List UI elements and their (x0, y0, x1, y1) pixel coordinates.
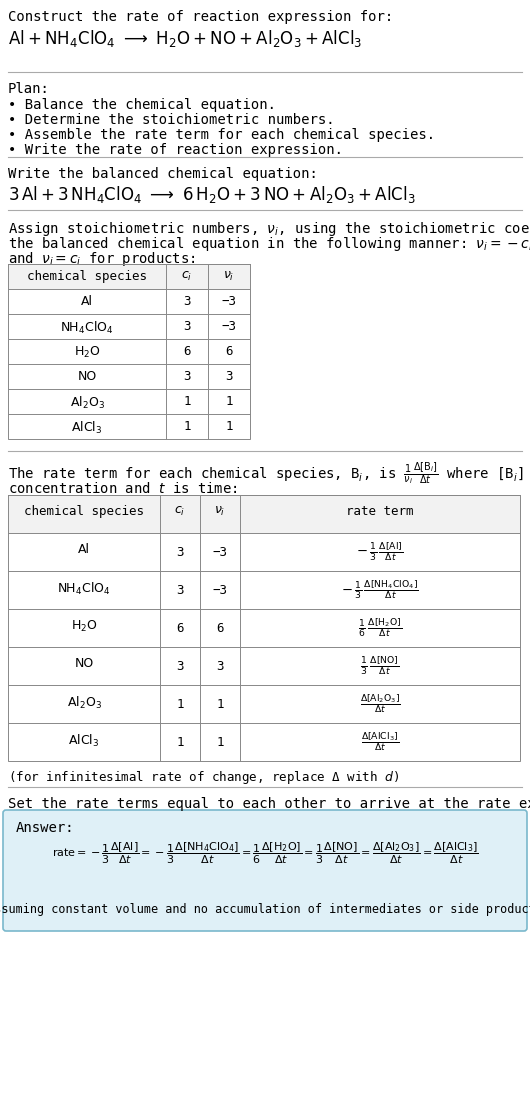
Text: NO: NO (74, 657, 94, 671)
Text: rate term: rate term (346, 505, 414, 518)
Text: −3: −3 (213, 546, 227, 558)
Text: 3: 3 (216, 659, 224, 673)
Text: NO: NO (77, 370, 96, 383)
Text: • Write the rate of reaction expression.: • Write the rate of reaction expression. (8, 143, 343, 157)
Bar (8, 264, 250, 289)
Text: Construct the rate of reaction expression for:: Construct the rate of reaction expressio… (8, 10, 393, 24)
Text: NH$_4$ClO$_4$: NH$_4$ClO$_4$ (57, 580, 111, 597)
Text: NH$_4$ClO$_4$: NH$_4$ClO$_4$ (60, 320, 114, 336)
Text: 3: 3 (176, 659, 184, 673)
Text: 1: 1 (183, 395, 191, 408)
Text: 6: 6 (216, 622, 224, 635)
Text: $-\,\frac{1}{3}\,\frac{\Delta[\mathrm{NH_4ClO_4}]}{\Delta t}$: $-\,\frac{1}{3}\,\frac{\Delta[\mathrm{NH… (341, 578, 419, 602)
Text: H$_2$O: H$_2$O (74, 345, 100, 360)
Text: $c_i$: $c_i$ (174, 505, 186, 518)
Text: $-\,\frac{1}{3}\,\frac{\Delta[\mathrm{Al}]}{\Delta t}$: $-\,\frac{1}{3}\,\frac{\Delta[\mathrm{Al… (356, 540, 404, 563)
Text: chemical species: chemical species (27, 270, 147, 282)
Text: $\frac{1}{6}\,\frac{\Delta[\mathrm{H_2O}]}{\Delta t}$: $\frac{1}{6}\,\frac{\Delta[\mathrm{H_2O}… (358, 616, 402, 639)
Text: $\mathrm{Al} + \mathrm{NH_4ClO_4}\ \longrightarrow\ \mathrm{H_2O} + \mathrm{NO} : $\mathrm{Al} + \mathrm{NH_4ClO_4}\ \long… (8, 28, 363, 49)
Text: 3: 3 (183, 320, 191, 332)
Text: 1: 1 (176, 735, 184, 748)
Text: −3: −3 (213, 584, 227, 596)
Text: Assign stoichiometric numbers, $\nu_i$, using the stoichiometric coefficients, $: Assign stoichiometric numbers, $\nu_i$, … (8, 220, 530, 238)
Text: 6: 6 (176, 622, 184, 635)
Text: Answer:: Answer: (16, 821, 75, 835)
Text: $\frac{\Delta[\mathrm{AlCl_3}]}{\Delta t}$: $\frac{\Delta[\mathrm{AlCl_3}]}{\Delta t… (361, 731, 399, 754)
Text: 3: 3 (176, 546, 184, 558)
Text: $\frac{1}{3}\,\frac{\Delta[\mathrm{NO}]}{\Delta t}$: $\frac{1}{3}\,\frac{\Delta[\mathrm{NO}]}… (360, 655, 400, 677)
FancyBboxPatch shape (3, 810, 527, 931)
Text: Set the rate terms equal to each other to arrive at the rate expression:: Set the rate terms equal to each other t… (8, 797, 530, 811)
Text: (for infinitesimal rate of change, replace Δ with $d$): (for infinitesimal rate of change, repla… (8, 770, 399, 786)
Text: $\nu_i$: $\nu_i$ (223, 270, 235, 284)
Text: $3\,\mathrm{Al} + 3\,\mathrm{NH_4ClO_4}\ \longrightarrow\ 6\,\mathrm{H_2O} + 3\,: $3\,\mathrm{Al} + 3\,\mathrm{NH_4ClO_4}\… (8, 183, 416, 205)
Text: Al: Al (81, 295, 93, 308)
Text: 3: 3 (183, 295, 191, 308)
Text: AlCl$_3$: AlCl$_3$ (68, 733, 100, 749)
Text: AlCl$_3$: AlCl$_3$ (72, 420, 103, 436)
Text: 1: 1 (183, 420, 191, 433)
Text: Al: Al (78, 543, 90, 556)
Bar (8, 495, 520, 533)
Text: Al$_2$O$_3$: Al$_2$O$_3$ (67, 695, 101, 711)
Text: −3: −3 (222, 295, 236, 308)
Text: chemical species: chemical species (24, 505, 144, 518)
Text: Al$_2$O$_3$: Al$_2$O$_3$ (69, 395, 104, 411)
Text: $\nu_i$: $\nu_i$ (214, 505, 226, 518)
Text: −3: −3 (222, 320, 236, 332)
Text: $c_i$: $c_i$ (181, 270, 192, 284)
Text: concentration and $t$ is time:: concentration and $t$ is time: (8, 481, 237, 496)
Text: 3: 3 (225, 370, 233, 383)
Text: 1: 1 (225, 395, 233, 408)
Text: • Balance the chemical equation.: • Balance the chemical equation. (8, 98, 276, 112)
Text: The rate term for each chemical species, B$_i$, is $\frac{1}{\nu_i}\frac{\Delta[: The rate term for each chemical species,… (8, 461, 530, 487)
Text: H$_2$O: H$_2$O (70, 619, 98, 634)
Text: 1: 1 (225, 420, 233, 433)
Bar (8, 495, 520, 761)
Text: 1: 1 (216, 697, 224, 711)
Text: Write the balanced chemical equation:: Write the balanced chemical equation: (8, 167, 318, 181)
Text: 3: 3 (176, 584, 184, 596)
Text: $\frac{\Delta[\mathrm{Al_2O_3}]}{\Delta t}$: $\frac{\Delta[\mathrm{Al_2O_3}]}{\Delta … (360, 693, 400, 715)
Text: Plan:: Plan: (8, 82, 50, 96)
Text: $\mathrm{rate} = -\dfrac{1}{3}\dfrac{\Delta[\mathrm{Al}]}{\Delta t} = -\dfrac{1}: $\mathrm{rate} = -\dfrac{1}{3}\dfrac{\De… (51, 841, 479, 866)
Text: the balanced chemical equation in the following manner: $\nu_i = -c_i$ for react: the balanced chemical equation in the fo… (8, 235, 530, 254)
Bar (8, 264, 250, 439)
Text: 6: 6 (183, 345, 191, 358)
Text: 1: 1 (176, 697, 184, 711)
Text: 3: 3 (183, 370, 191, 383)
Text: • Assemble the rate term for each chemical species.: • Assemble the rate term for each chemic… (8, 128, 435, 142)
Text: and $\nu_i = c_i$ for products:: and $\nu_i = c_i$ for products: (8, 250, 196, 268)
Text: • Determine the stoichiometric numbers.: • Determine the stoichiometric numbers. (8, 113, 334, 127)
Text: 1: 1 (216, 735, 224, 748)
Text: 6: 6 (225, 345, 233, 358)
Text: (assuming constant volume and no accumulation of intermediates or side products): (assuming constant volume and no accumul… (0, 903, 530, 916)
